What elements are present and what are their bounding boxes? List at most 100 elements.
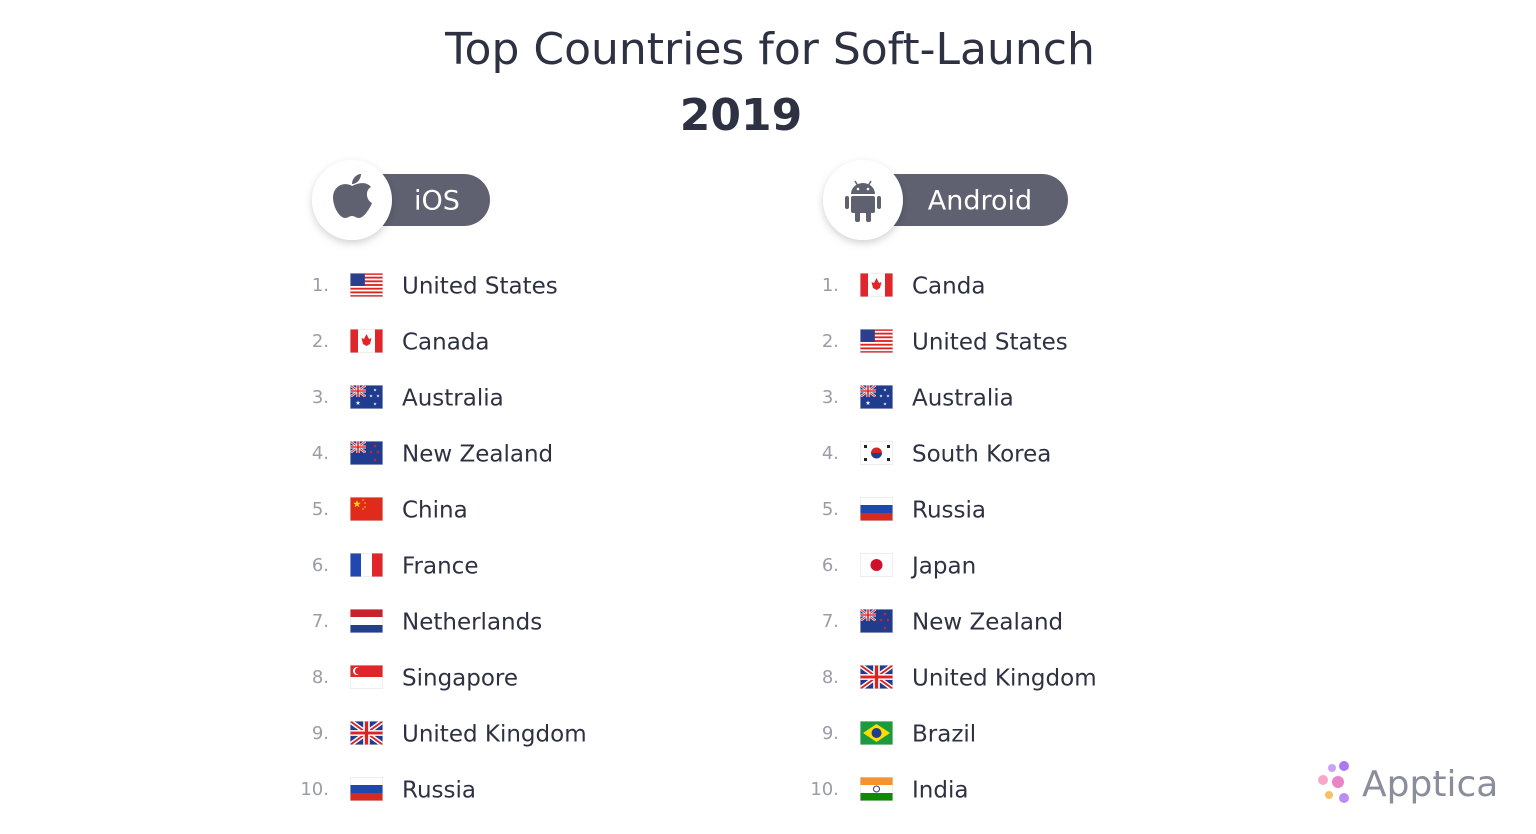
rank: 2.	[312, 331, 329, 352]
country: India	[912, 778, 968, 804]
rank: 1.	[312, 275, 329, 296]
country: United Kingdom	[912, 666, 1097, 692]
flag-part	[350, 329, 358, 353]
flag-part	[860, 329, 875, 342]
country: France	[402, 554, 478, 580]
flag	[350, 609, 383, 633]
flag	[860, 497, 893, 521]
flag-border	[860, 441, 893, 465]
flag-part	[350, 497, 383, 521]
flag	[350, 553, 383, 577]
flag-border	[350, 609, 383, 633]
flag-border	[350, 721, 383, 745]
flag	[350, 777, 383, 801]
rank: 8.	[822, 667, 839, 688]
flag	[860, 665, 893, 689]
flag-part	[373, 388, 377, 392]
flag-part	[860, 332, 893, 335]
flag-part	[860, 273, 868, 297]
flag-part	[871, 453, 882, 459]
flag	[350, 497, 383, 521]
country: United Kingdom	[402, 722, 587, 748]
rank: 10.	[300, 779, 329, 800]
country: Russia	[402, 778, 476, 804]
rank: 7.	[312, 611, 329, 632]
flag-part	[363, 501, 367, 504]
title: Top Countries for Soft-Launch	[444, 24, 1095, 75]
flag	[860, 553, 893, 577]
flag-part	[350, 793, 383, 801]
flag-part	[361, 553, 372, 577]
flag	[860, 609, 893, 633]
flag-part	[372, 553, 383, 577]
flag-part	[369, 394, 373, 398]
platform-label: iOS	[414, 186, 460, 217]
flag-part	[361, 498, 365, 501]
platform-label: Android	[928, 186, 1032, 217]
flag-part	[860, 785, 893, 793]
flag-border	[350, 497, 383, 521]
flag-part	[363, 505, 367, 508]
flag-part	[860, 513, 893, 521]
apple-icon	[333, 174, 372, 218]
flag-part	[887, 445, 890, 448]
flag-border	[350, 329, 383, 353]
flag-part	[871, 278, 882, 290]
rank: 1.	[822, 275, 839, 296]
year: 2019	[680, 90, 802, 141]
flag-part	[376, 450, 380, 454]
flag-border	[350, 665, 383, 689]
flag-part	[883, 612, 887, 616]
flag-part	[350, 777, 383, 785]
flag	[860, 721, 893, 745]
platform-pill	[863, 174, 1068, 226]
flag-part	[350, 617, 383, 625]
flag-part	[860, 505, 893, 513]
flag	[350, 665, 383, 689]
flag-border	[860, 329, 893, 353]
flag-part	[867, 609, 869, 621]
flag	[350, 721, 383, 745]
flag-part	[350, 609, 383, 617]
flag-border	[860, 777, 893, 801]
flag-part	[867, 385, 869, 397]
flag-part	[883, 402, 887, 406]
rank: 5.	[822, 499, 839, 520]
flag-part	[883, 388, 887, 392]
flag-part	[350, 625, 383, 633]
flag-part	[874, 665, 879, 689]
rank: 3.	[822, 387, 839, 408]
flag-part	[350, 287, 383, 290]
country: Canda	[912, 274, 985, 300]
rank: 9.	[822, 723, 839, 744]
country: Canada	[402, 330, 490, 356]
flag-part	[860, 497, 893, 505]
flag-part	[361, 334, 372, 346]
flag-part	[350, 276, 383, 279]
flag-part	[350, 677, 383, 689]
flag-border	[350, 441, 383, 465]
flag-part	[870, 559, 883, 571]
country: Russia	[912, 498, 986, 524]
rank: 7.	[822, 611, 839, 632]
flag-part	[350, 785, 383, 793]
rank: 4.	[822, 443, 839, 464]
flag-part	[350, 441, 366, 453]
flag-part	[355, 400, 361, 406]
country: Singapore	[402, 666, 518, 692]
flag-border	[350, 273, 383, 297]
flag-part	[864, 458, 867, 461]
flag-part	[883, 626, 887, 630]
country: China	[402, 498, 468, 524]
rank: 4.	[312, 443, 329, 464]
flag-part	[357, 385, 359, 397]
flag-border	[350, 385, 383, 409]
country: United States	[402, 274, 558, 300]
rank: 6.	[822, 555, 839, 576]
flag	[350, 441, 383, 465]
flag-border	[350, 777, 383, 801]
flag-part	[864, 445, 867, 448]
flag-part	[879, 618, 883, 622]
